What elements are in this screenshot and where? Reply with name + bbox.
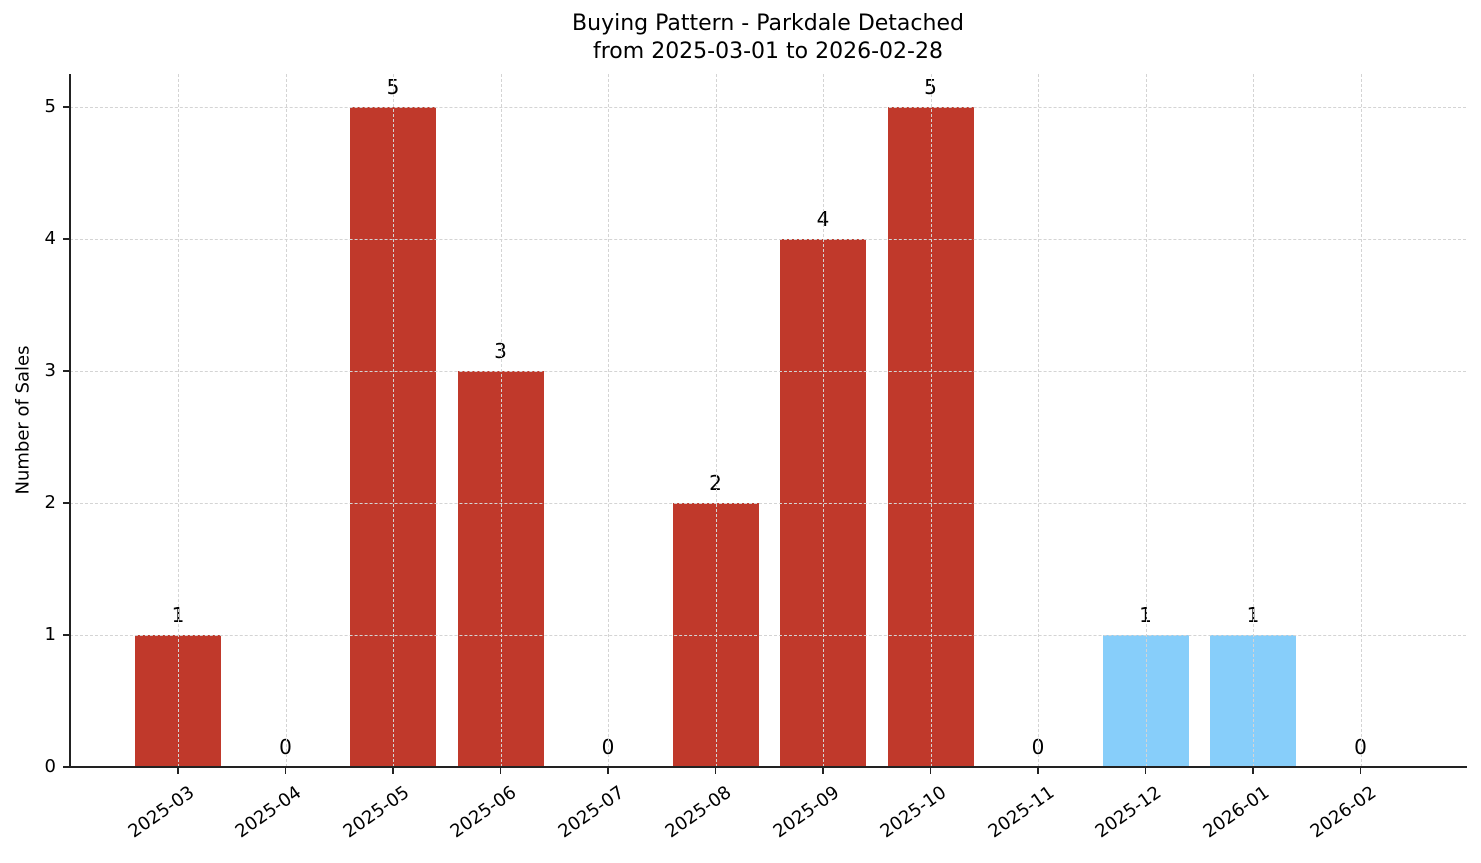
x-tick-label: 2025-08 <box>661 782 736 843</box>
x-tick <box>1359 768 1362 774</box>
gridline-vertical <box>393 74 394 767</box>
bar-value-label: 1 <box>1246 603 1260 627</box>
gridline-vertical <box>1145 74 1147 767</box>
x-tick-label: 2025-03 <box>124 782 199 843</box>
x-tick <box>177 768 179 774</box>
gridline-vertical <box>608 74 609 767</box>
gridline-vertical <box>1360 74 1362 767</box>
y-tick-label: 1 <box>44 624 56 645</box>
gridline-vertical <box>1253 74 1254 767</box>
x-tick <box>1252 768 1254 774</box>
bar-value-label: 0 <box>601 735 615 759</box>
y-tick <box>63 634 69 636</box>
x-tick <box>714 768 717 774</box>
x-tick <box>284 768 287 774</box>
x-tick <box>499 768 502 774</box>
x-tick-label: 2025-12 <box>1091 782 1166 843</box>
x-tick-label: 2026-01 <box>1199 782 1274 843</box>
y-axis-line <box>69 74 71 768</box>
x-tick-label: 2025-06 <box>446 782 521 843</box>
bar-value-label: 0 <box>279 735 292 759</box>
x-tick <box>392 768 394 774</box>
gridline-vertical <box>715 74 717 767</box>
x-tick <box>929 768 932 774</box>
chart-title-line-1: Buying Pattern - Parkdale Detached <box>572 11 964 36</box>
y-tick-label: 0 <box>44 756 56 777</box>
gridline-vertical <box>285 74 287 767</box>
x-tick-label: 2026-02 <box>1306 782 1381 843</box>
gridline-horizontal <box>70 107 1466 108</box>
bar-value-label: 4 <box>816 207 830 231</box>
gridline-horizontal <box>70 371 1466 372</box>
bar-value-label: 5 <box>386 75 400 99</box>
bar-value-label: 0 <box>1031 735 1045 759</box>
x-tick-label: 2025-04 <box>231 782 306 843</box>
bar-value-label: 2 <box>709 471 722 495</box>
y-tick-label: 5 <box>44 96 56 117</box>
x-tick <box>607 768 609 774</box>
chart-title-line-2: from 2025-03-01 to 2026-02-28 <box>593 39 943 64</box>
x-tick-label: 2025-07 <box>554 782 629 843</box>
y-tick <box>63 370 69 372</box>
gridline-horizontal <box>70 503 1466 504</box>
x-axis-line <box>69 766 1467 768</box>
y-tick <box>63 766 69 768</box>
bar-value-label: 1 <box>171 603 185 627</box>
gridline-vertical <box>930 74 932 767</box>
gridline-vertical <box>823 74 824 767</box>
x-tick <box>1144 768 1147 774</box>
x-tick <box>822 768 824 774</box>
y-tick-label: 3 <box>44 360 56 381</box>
x-tick-label: 2025-11 <box>984 782 1059 843</box>
gridline-horizontal <box>70 635 1466 636</box>
bar-value-label: 3 <box>494 339 507 363</box>
gridline-vertical <box>178 74 179 767</box>
x-tick <box>1037 768 1039 774</box>
gridline-horizontal <box>70 239 1466 240</box>
gridline-vertical <box>1038 74 1039 767</box>
bar-value-label: 0 <box>1354 735 1367 759</box>
y-tick <box>63 238 69 240</box>
chart-title: Buying Pattern - Parkdale Detached from … <box>0 10 1481 66</box>
y-tick <box>63 106 69 108</box>
x-tick-label: 2025-05 <box>339 782 414 843</box>
x-tick-label: 2025-09 <box>769 782 844 843</box>
x-tick-label: 2025-10 <box>876 782 951 843</box>
bar-value-label: 1 <box>1139 603 1152 627</box>
gridline-vertical <box>500 74 502 767</box>
bar-value-label: 5 <box>924 75 937 99</box>
y-tick-label: 4 <box>44 228 56 249</box>
y-tick-label: 2 <box>44 492 56 513</box>
y-tick <box>63 502 69 504</box>
